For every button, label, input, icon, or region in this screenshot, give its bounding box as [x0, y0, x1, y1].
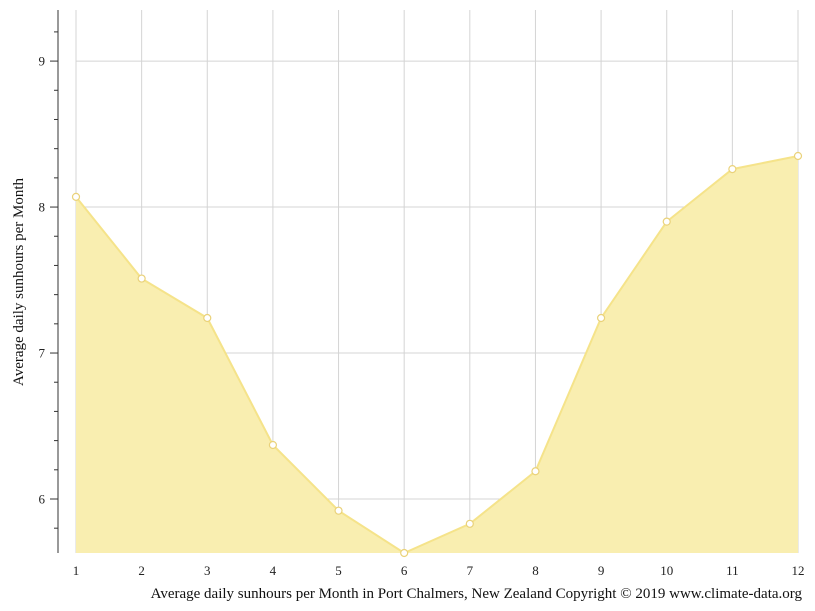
sunhours-line: [75, 154, 799, 555]
data-point: [531, 467, 540, 476]
y-tick-labels: 6 7 8 9: [39, 54, 46, 507]
x-tick-label: 12: [792, 563, 805, 578]
data-point: [465, 519, 474, 528]
x-tick-label: 6: [401, 563, 408, 578]
x-tick-label: 8: [532, 563, 539, 578]
data-point: [71, 192, 81, 201]
x-tick-label: 1: [73, 563, 80, 578]
y-tick-label: 8: [39, 200, 46, 215]
x-tick-label: 3: [204, 563, 211, 578]
x-tick-label: 9: [598, 563, 605, 578]
y-axis-label: Average daily sunhours per Month: [11, 178, 27, 387]
data-point: [400, 548, 409, 558]
y-tick-label: 9: [39, 54, 46, 69]
data-point: [268, 440, 278, 450]
x-tick-label: 11: [726, 563, 739, 578]
y-tick-label: 7: [39, 346, 46, 361]
x-tick-label: 7: [467, 563, 474, 578]
x-tick-label: 2: [138, 563, 145, 578]
x-tick-label: 5: [335, 563, 342, 578]
sunhours-area: [76, 155, 798, 553]
y-tick-label: 6: [39, 491, 46, 506]
chart-caption: Average daily sunhours per Month in Port…: [151, 586, 803, 602]
x-tick-label: 10: [660, 563, 673, 578]
data-point: [662, 217, 671, 226]
y-axis: [50, 10, 59, 553]
x-tick-labels: 1 2 3 4 5 6 7 8 9 10 11 12: [73, 563, 805, 578]
data-point: [334, 506, 343, 515]
x-tick-label: 4: [270, 563, 277, 578]
data-point: [793, 151, 803, 161]
data-point: [137, 274, 146, 283]
data-points: [71, 151, 803, 558]
data-point: [728, 165, 737, 174]
data-point: [203, 313, 212, 323]
data-point: [596, 313, 606, 323]
